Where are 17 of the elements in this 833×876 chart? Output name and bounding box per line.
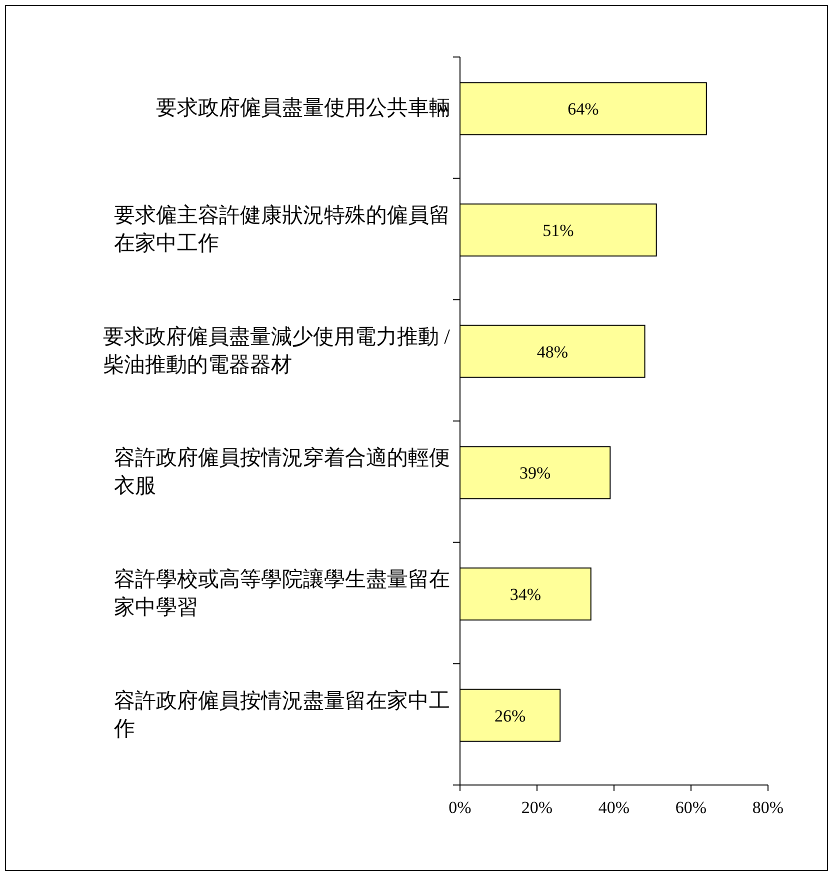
y-tick-label: 要求政府僱員盡量減少使用電力推動 / 柴油推動的電器器材 — [102, 324, 456, 376]
x-tick-label: 40% — [598, 798, 630, 817]
y-tick-label: 容許學校或高等學院讓學生盡量留在家中學習 — [114, 567, 450, 619]
x-tick-label: 0% — [448, 798, 472, 817]
data-label: 39% — [519, 464, 551, 483]
y-tick-label: 容許政府僱員按情況穿着合適的輕便衣服 — [114, 446, 450, 498]
y-tick-label: 要求僱主容許健康狀況特殊的僱員留在家中工作 — [114, 203, 450, 255]
data-label: 26% — [494, 706, 526, 726]
data-label: 51% — [542, 221, 574, 240]
data-label: 48% — [536, 342, 568, 362]
y-tick-label: 容許政府僱員按情況盡量留在家中工作 — [113, 688, 450, 740]
x-tick-label: 60% — [675, 798, 707, 817]
x-tick-label: 80% — [752, 798, 784, 817]
y-tick-label: 要求政府僱員盡量使用公共車輛 — [156, 96, 450, 120]
x-tick-label: 20% — [521, 798, 553, 817]
data-label: 64% — [568, 100, 599, 119]
data-label: 34% — [510, 585, 542, 604]
